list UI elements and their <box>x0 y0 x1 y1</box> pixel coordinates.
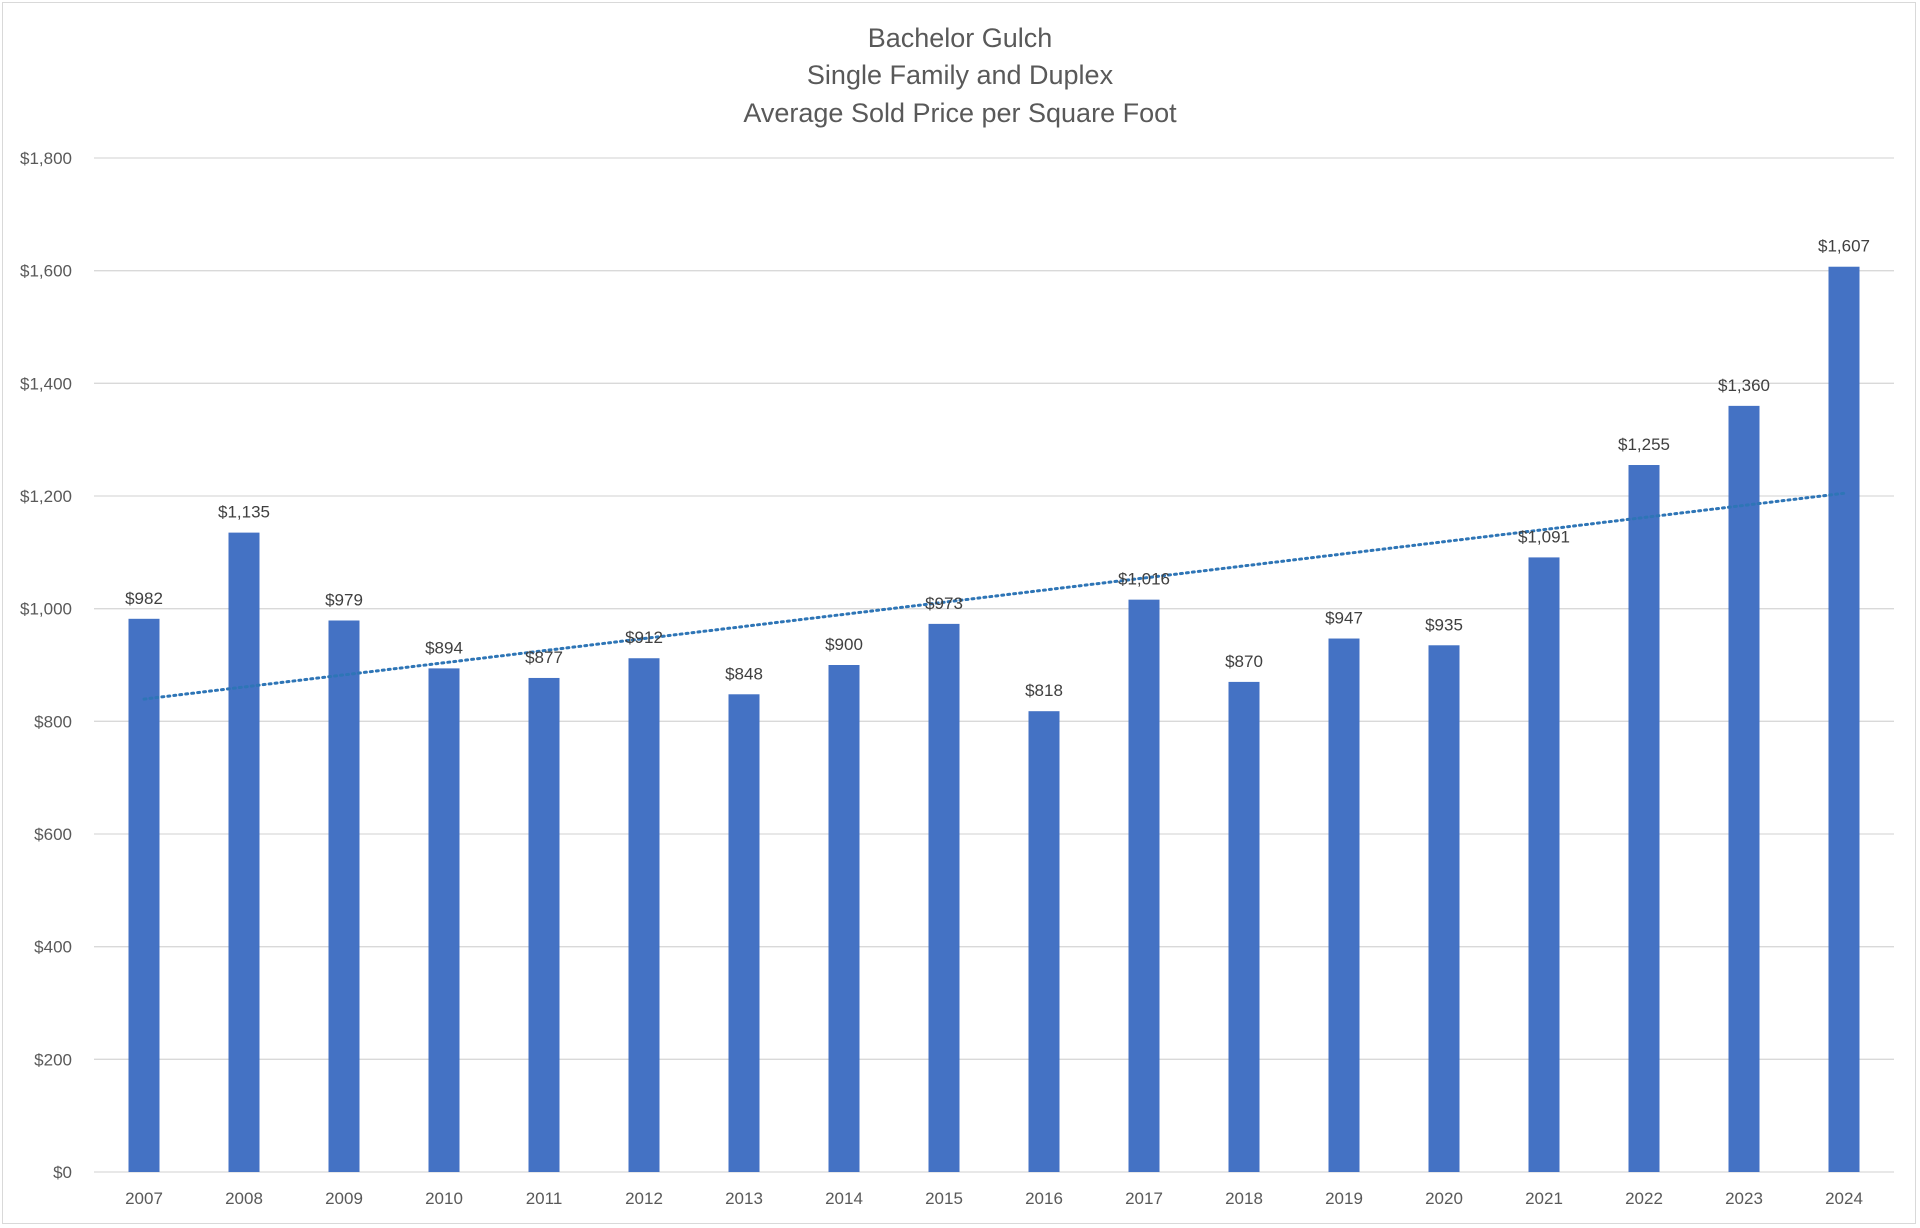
data-labels: $982 $1,135 $979 $894 $877 $912 $848 $900 $973 $8… <box>125 237 1870 700</box>
bar <box>1228 681 1260 1172</box>
bar-data-label: $848 <box>725 664 763 683</box>
bar-data-label: $1,607 <box>1818 237 1870 256</box>
y-tick-label: $600 <box>34 825 72 844</box>
bar <box>1428 645 1460 1172</box>
bar-data-label: $894 <box>425 638 463 657</box>
bar <box>1128 599 1160 1172</box>
y-axis-tick-labels: $0 $200 $400 $600 $800 $1,000 $1,200 $1,400 $1,6… <box>20 149 72 1182</box>
y-tick-label: $1,000 <box>20 600 72 619</box>
bar-data-label: $1,091 <box>1518 527 1570 546</box>
bar <box>528 677 560 1172</box>
x-tick-label: 2007 <box>125 1189 163 1208</box>
bar-data-label: $912 <box>625 628 663 647</box>
bar-data-label: $877 <box>525 648 563 667</box>
y-tick-label: $1,800 <box>20 149 72 168</box>
x-tick-label: 2021 <box>1525 1189 1563 1208</box>
bar <box>628 658 660 1172</box>
y-tick-label: $1,400 <box>20 374 72 393</box>
x-tick-label: 2009 <box>325 1189 363 1208</box>
x-tick-label: 2011 <box>526 1189 563 1208</box>
bar-data-label: $935 <box>1425 615 1463 634</box>
x-tick-label: 2019 <box>1325 1189 1363 1208</box>
bar-data-label: $947 <box>1325 609 1363 628</box>
y-tick-label: $0 <box>53 1163 72 1182</box>
y-tick-label: $200 <box>34 1050 72 1069</box>
x-tick-label: 2022 <box>1625 1189 1663 1208</box>
x-tick-label: 2008 <box>225 1189 263 1208</box>
bar <box>1028 711 1060 1172</box>
bar-data-label: $1,360 <box>1718 376 1770 395</box>
x-tick-label: 2024 <box>1825 1189 1863 1208</box>
bar-data-label: $1,016 <box>1118 570 1170 589</box>
bar-data-label: $982 <box>125 589 163 608</box>
bar-data-label: $1,135 <box>218 503 270 522</box>
bar <box>1828 266 1860 1172</box>
bar <box>428 668 460 1172</box>
x-tick-label: 2010 <box>425 1189 463 1208</box>
trendline-path <box>142 491 1846 701</box>
bar-data-label: $979 <box>325 590 363 609</box>
x-tick-label: 2014 <box>825 1189 863 1208</box>
chart-title-line-3: Average Sold Price per Square Foot <box>743 98 1177 128</box>
gridlines <box>94 157 1894 1173</box>
bar <box>228 532 260 1172</box>
bars <box>128 266 1860 1172</box>
bar <box>1628 465 1660 1172</box>
chart-title-line-2: Single Family and Duplex <box>806 60 1114 90</box>
x-tick-label: 2017 <box>1125 1189 1163 1208</box>
bar <box>328 620 360 1172</box>
bar <box>1528 557 1560 1172</box>
bar <box>1328 638 1360 1172</box>
x-tick-label: 2016 <box>1025 1189 1063 1208</box>
bar <box>928 623 960 1172</box>
x-axis-tick-labels: 2007 2008 2009 2010 2011 2012 2013 2014 2015 2016… <box>125 1189 1863 1208</box>
bar-data-label: $973 <box>925 594 963 613</box>
chart-title-line-1: Bachelor Gulch <box>867 23 1053 53</box>
bar <box>128 618 160 1172</box>
x-tick-label: 2012 <box>625 1189 663 1208</box>
x-tick-label: 2018 <box>1225 1189 1263 1208</box>
bar-data-label: $1,255 <box>1618 435 1670 454</box>
bar <box>1728 405 1760 1172</box>
x-tick-label: 2020 <box>1425 1189 1463 1208</box>
x-tick-label: 2013 <box>725 1189 763 1208</box>
y-tick-label: $800 <box>34 712 72 731</box>
bar-data-label: $818 <box>1025 681 1063 700</box>
trendline <box>142 491 1846 701</box>
bar <box>728 694 760 1172</box>
y-tick-label: $400 <box>34 938 72 957</box>
bar <box>828 665 860 1172</box>
bar-data-label: $900 <box>825 635 863 654</box>
bar-data-label: $870 <box>1225 652 1263 671</box>
x-tick-label: 2015 <box>925 1189 963 1208</box>
x-tick-label: 2023 <box>1725 1189 1763 1208</box>
y-tick-label: $1,200 <box>20 487 72 506</box>
y-tick-label: $1,600 <box>20 262 72 281</box>
